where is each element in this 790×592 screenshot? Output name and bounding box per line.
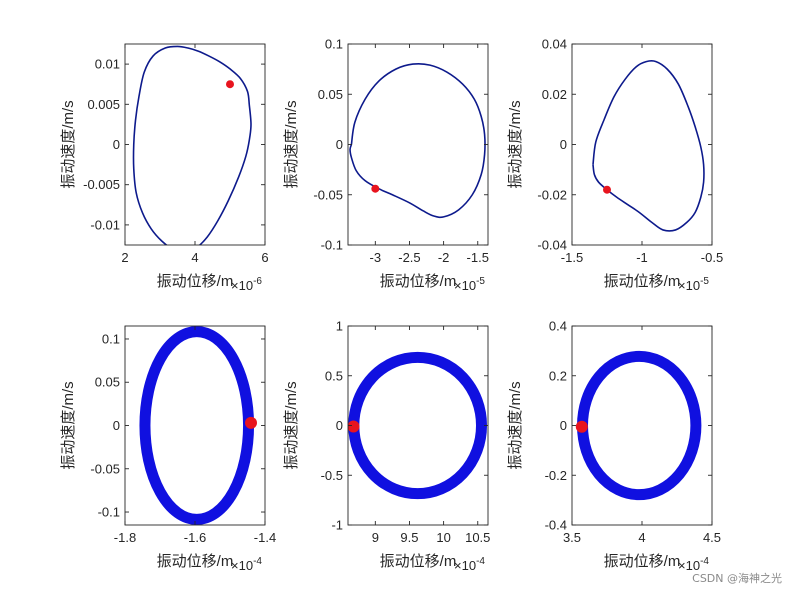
x-tick-label: -1	[636, 250, 648, 265]
series-trajectory-line	[592, 60, 705, 232]
x-tick-label: -3	[370, 250, 382, 265]
y-tick-label: 0	[560, 137, 567, 152]
x-axis-exponent-power: -4	[476, 556, 485, 567]
y-tick-label: 0	[113, 418, 120, 433]
y-tick-label: 0	[336, 137, 343, 152]
x-axis-exponent-power: -5	[476, 276, 485, 287]
y-tick-label: -0.05	[313, 187, 343, 202]
y-tick-label: 0.04	[542, 37, 567, 52]
series-trajectory-line	[132, 45, 252, 245]
x-axis-label: 振动位移/m	[604, 273, 681, 290]
x-tick-label: -2	[438, 250, 450, 265]
x-tick-label: -1.5	[467, 250, 489, 265]
y-tick-label: 0.4	[549, 319, 567, 334]
y-tick-label: -0.4	[545, 518, 567, 533]
plot-area	[132, 45, 252, 245]
y-tick-label: 0.02	[542, 87, 567, 102]
x-tick-label: 2	[121, 250, 128, 265]
y-axis-label: 振动速度/m/s	[283, 381, 300, 469]
x-tick-label: -1.8	[114, 530, 136, 545]
x-axis-exponent-power: -5	[700, 276, 709, 287]
y-axis-label: 振动速度/m/s	[283, 100, 300, 188]
subplot-1: 2 4 6-0.01-0.00500.0050.01振动位移/m×10-6振动速度/…	[60, 43, 269, 293]
x-tick-label: -1.5	[561, 250, 583, 265]
y-tick-label: -0.05	[90, 461, 120, 476]
y-axis-label: 振动速度/m/s	[60, 100, 77, 188]
y-tick-label: 0.1	[325, 37, 343, 52]
marker-point	[245, 416, 257, 429]
plot-area	[575, 350, 702, 501]
y-tick-label: -0.01	[90, 217, 120, 232]
x-tick-label: 10.5	[465, 530, 490, 545]
y-axis-label: 振动速度/m/s	[60, 381, 77, 469]
x-axis-label: 振动位移/m	[380, 273, 457, 290]
marker-point	[371, 184, 380, 193]
y-tick-label: 0	[113, 137, 120, 152]
y-tick-label: -0.1	[98, 505, 120, 520]
x-tick-label: 4	[191, 250, 198, 265]
plot-area	[349, 62, 486, 219]
x-axis-label: 振动位移/m	[604, 553, 681, 570]
x-tick-label: -1.6	[184, 530, 206, 545]
y-tick-label: 1	[336, 319, 343, 334]
x-axis-label: 振动位移/m	[380, 553, 457, 570]
y-tick-label: 0	[336, 418, 343, 433]
y-tick-label: -0.04	[537, 238, 567, 253]
x-axis-label: 振动位移/m	[157, 553, 234, 570]
y-tick-label: 0.2	[549, 368, 567, 383]
x-tick-label: 4	[638, 530, 645, 545]
x-tick-label: 6	[261, 250, 268, 265]
x-axis-exponent-power: -4	[253, 556, 262, 567]
y-tick-label: 0.5	[325, 368, 343, 383]
y-tick-label: 0.05	[95, 375, 120, 390]
marker-point	[226, 80, 234, 89]
x-tick-label: 4.5	[703, 530, 721, 545]
marker-point	[575, 420, 588, 433]
x-tick-label: -0.5	[701, 250, 723, 265]
x-tick-label: -2.5	[398, 250, 420, 265]
plot-area	[139, 326, 257, 525]
y-tick-label: 0.005	[87, 97, 120, 112]
plot-area	[592, 60, 705, 232]
y-axis-label: 振动速度/m/s	[507, 100, 524, 188]
subplot-4: -1.8 -1.6 -1.4-0.1-0.0500.050.1振动位移/m×10-4…	[60, 325, 276, 573]
y-tick-label: -0.1	[321, 238, 343, 253]
y-axis-label: 振动速度/m/s	[507, 381, 524, 469]
x-axis-exponent-power: -6	[253, 276, 262, 287]
plot-area	[348, 351, 488, 500]
y-tick-label: -0.2	[545, 468, 567, 483]
marker-point	[348, 420, 360, 433]
x-tick-label: -1.4	[254, 530, 276, 545]
y-tick-label: 0.05	[318, 87, 343, 102]
y-tick-label: 0	[560, 418, 567, 433]
subplot-3: -1.5 -1 -0.5-0.04-0.0200.020.04振动位移/m×10-5…	[507, 37, 723, 294]
x-axis-exponent-power: -4	[700, 556, 709, 567]
x-tick-label: 9	[372, 530, 379, 545]
y-tick-label: 0.1	[102, 331, 120, 346]
x-tick-label: 9.5	[400, 530, 418, 545]
y-tick-label: -0.005	[83, 177, 120, 192]
y-tick-label: -1	[331, 518, 343, 533]
subplot-2: -3 -2.5 -2 -1.5-0.1-0.0500.050.1振动位移/m×10-5…	[283, 37, 489, 294]
series-trajectory-line	[349, 62, 486, 219]
x-axis-label: 振动位移/m	[157, 273, 234, 290]
y-tick-label: -0.02	[537, 187, 567, 202]
y-tick-label: -0.5	[321, 468, 343, 483]
x-tick-label: 10	[436, 530, 450, 545]
watermark: CSDN @海神之光	[692, 572, 782, 585]
y-tick-label: 0.01	[95, 57, 120, 72]
x-tick-label: 3.5	[563, 530, 581, 545]
marker-point	[603, 185, 611, 194]
